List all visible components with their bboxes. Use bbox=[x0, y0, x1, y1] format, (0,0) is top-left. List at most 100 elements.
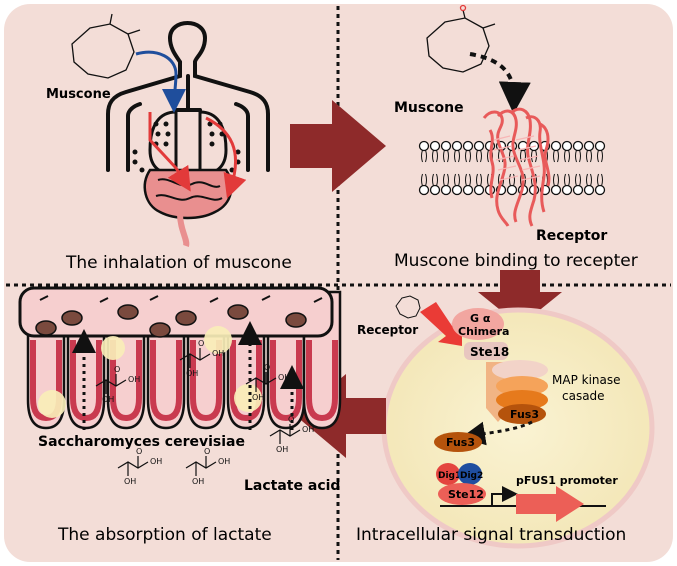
lipid-tail bbox=[443, 173, 449, 187]
lipid-tail bbox=[553, 149, 559, 163]
receptor-protein-icon bbox=[482, 107, 551, 227]
receptor-helix-shading bbox=[493, 135, 541, 181]
brush-border-mark bbox=[39, 295, 49, 301]
big-arrow-down bbox=[478, 270, 562, 326]
oh-label: OH bbox=[212, 349, 224, 358]
dig2-label: Dig2 bbox=[460, 471, 483, 481]
muscone-label-top-left: Muscone bbox=[46, 87, 111, 102]
oh-label: OH bbox=[192, 477, 204, 486]
receptor-label-bottom-right: Receptor bbox=[357, 323, 418, 337]
fus3-dashed-arrow bbox=[461, 420, 533, 446]
lipid-tail bbox=[564, 149, 570, 163]
lactate-molecule-icons: OH O OH OH O OH OH O OH OH O OH OH O OH OH O OH bbox=[95, 339, 314, 486]
brush-border-mark bbox=[209, 297, 219, 303]
lactate-molecule-icon: OH O OH bbox=[179, 339, 224, 378]
lipid-head bbox=[462, 184, 474, 196]
dig2-protein bbox=[458, 463, 482, 485]
map-kinase-label: MAP kinase bbox=[552, 373, 621, 387]
promoter-label: pFUS1 promoter bbox=[516, 474, 618, 487]
fus3-nuclear bbox=[434, 432, 482, 452]
lipid-head bbox=[506, 184, 518, 196]
lipid-head bbox=[594, 184, 606, 196]
muscone-label-top-right: Muscone bbox=[394, 100, 464, 116]
brush-border-mark bbox=[99, 297, 109, 303]
lipid-tail bbox=[553, 173, 559, 187]
lipid-tail bbox=[432, 173, 438, 187]
lipid-head bbox=[561, 184, 573, 196]
kinase-2 bbox=[496, 376, 548, 396]
lipid-tail bbox=[586, 149, 592, 163]
nucleus bbox=[175, 310, 197, 326]
lipid-head bbox=[440, 140, 452, 152]
lipid-head bbox=[418, 140, 430, 152]
nucleus bbox=[149, 322, 171, 338]
nucleus bbox=[227, 304, 249, 320]
big-arrow-right-top bbox=[290, 100, 386, 192]
ste12-label: Ste12 bbox=[448, 488, 484, 501]
o-label: O bbox=[198, 339, 204, 348]
lipid-tail bbox=[421, 149, 427, 163]
ste12-protein bbox=[438, 483, 486, 505]
lipid-head bbox=[418, 184, 430, 196]
lipid-head bbox=[572, 184, 584, 196]
receptor-molecule-small-icon bbox=[395, 295, 421, 319]
lipid-tail bbox=[454, 149, 460, 163]
lipid-head bbox=[440, 184, 452, 196]
absorption-arrows bbox=[72, 321, 304, 430]
lactate-molecule-icon: OH O OH bbox=[117, 447, 162, 486]
lipid-head bbox=[451, 184, 463, 196]
lipid-tail bbox=[476, 149, 482, 163]
yeast-label: Saccharomyces cerevisiae bbox=[38, 434, 245, 450]
promoter-red-arrow bbox=[516, 486, 584, 522]
lipid-tail bbox=[597, 149, 603, 163]
lipid-head bbox=[451, 140, 463, 152]
receptor-label-top-right: Receptor bbox=[536, 228, 607, 244]
brush-border-mark bbox=[313, 297, 323, 303]
promoter-bent-arrow bbox=[491, 486, 518, 506]
dig1-label: Dig1 bbox=[438, 471, 461, 481]
lipid-tail bbox=[575, 149, 581, 163]
lipid-head bbox=[572, 140, 584, 152]
lipid-tail bbox=[432, 149, 438, 163]
fus3-kinase bbox=[498, 404, 546, 424]
lipid-head bbox=[583, 184, 595, 196]
red-flow-arrow-right bbox=[205, 116, 247, 199]
lipid-tail bbox=[509, 173, 515, 187]
o-label: O bbox=[114, 365, 120, 374]
o-label: O bbox=[136, 447, 142, 456]
lactate-label: Lactate acid bbox=[244, 478, 340, 494]
nucleus bbox=[285, 312, 307, 328]
kinase-1 bbox=[492, 360, 548, 380]
lipid-tail bbox=[465, 149, 471, 163]
lipid-head bbox=[594, 140, 606, 152]
kinase-3 bbox=[496, 390, 548, 410]
dashed-binding-arrow bbox=[469, 52, 531, 114]
oh-label: OH bbox=[128, 375, 140, 384]
receptor-red-arrow bbox=[420, 302, 462, 346]
lipid-tail bbox=[597, 173, 603, 187]
cascade-label: casade bbox=[562, 389, 605, 403]
caption-bottom-right: Intracellular signal transduction bbox=[356, 525, 626, 545]
big-arrow-left-bottom bbox=[296, 374, 386, 458]
caption-top-right: Muscone binding to recepter bbox=[394, 251, 638, 271]
lipid-tail bbox=[443, 149, 449, 163]
lipid-head bbox=[561, 140, 573, 152]
lipid-head bbox=[429, 184, 441, 196]
oh-label: OH bbox=[186, 369, 198, 378]
nucleus bbox=[35, 320, 57, 336]
oh-label: OH bbox=[218, 457, 230, 466]
lipid-head bbox=[473, 140, 485, 152]
lipid-head bbox=[462, 140, 474, 152]
lactate-molecule-icon: OH O OH bbox=[185, 447, 230, 486]
lipid-head bbox=[429, 140, 441, 152]
lipid-head bbox=[473, 184, 485, 196]
oh-label: OH bbox=[278, 373, 290, 382]
chimera-label: Chimera bbox=[458, 325, 509, 338]
lipid-tail bbox=[454, 173, 460, 187]
oh-label: OH bbox=[252, 393, 264, 402]
oh-label: OH bbox=[102, 395, 114, 404]
oh-label: OH bbox=[302, 425, 314, 434]
lipid-tail bbox=[586, 173, 592, 187]
yeast-cells bbox=[38, 326, 262, 418]
